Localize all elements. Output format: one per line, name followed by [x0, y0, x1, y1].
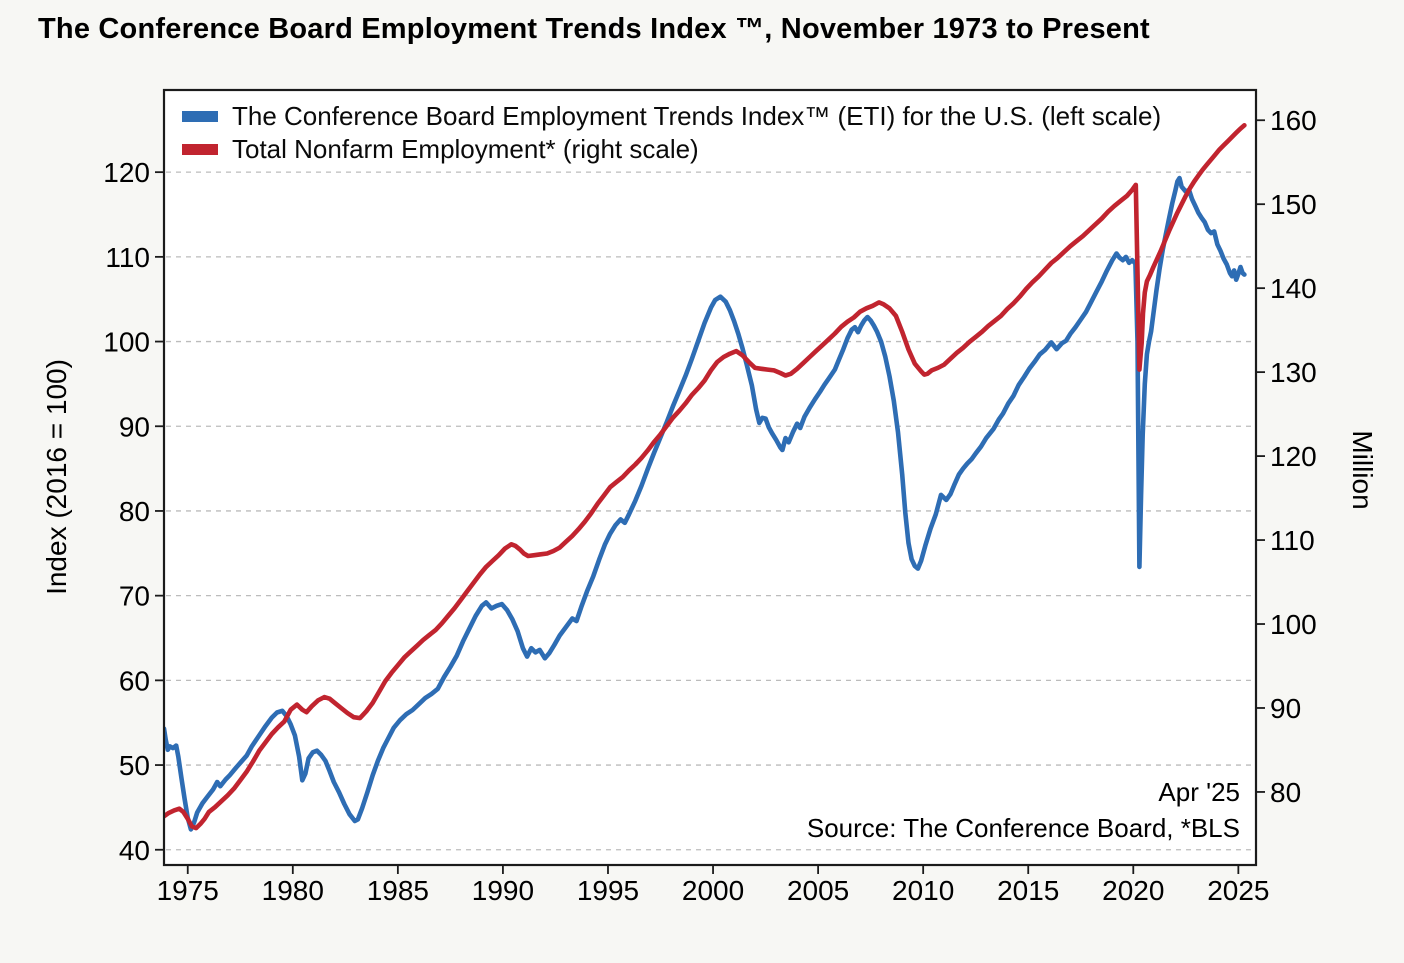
right-tick-label-130: 130	[1270, 357, 1317, 388]
right-tick-label-80: 80	[1270, 777, 1301, 808]
left-tick-label-120: 120	[103, 157, 150, 188]
right-tick-label-90: 90	[1270, 693, 1301, 724]
left-tick-label-80: 80	[119, 496, 150, 527]
nonfarm-line-series	[164, 123, 1247, 831]
page-title: The Conference Board Employment Trends I…	[38, 13, 1150, 45]
left-tick-label-50: 50	[119, 750, 150, 781]
left-tick-label-100: 100	[103, 327, 150, 358]
right-tick-label-150: 150	[1270, 189, 1317, 220]
horizontal-gridlines	[166, 171, 1254, 851]
eti-line-swatch	[182, 111, 218, 122]
nonfarm-line-swatch	[182, 144, 218, 155]
left-tick-label-90: 90	[119, 411, 150, 442]
right-tick-label-140: 140	[1270, 273, 1317, 304]
left-tick-label-60: 60	[119, 665, 150, 696]
source-annotation: Source: The Conference Board, *BLS	[806, 813, 1240, 843]
latest-point-annotation: Apr '25	[1158, 777, 1240, 807]
x-tick-label-2015: 2015	[997, 875, 1059, 906]
x-tick-label-1995: 1995	[577, 875, 639, 906]
data-series-group	[164, 123, 1247, 832]
legend-label-nonfarm: Total Nonfarm Employment* (right scale)	[232, 134, 699, 164]
right-axis-title: Million	[1347, 430, 1378, 510]
x-tick-label-2020: 2020	[1102, 875, 1164, 906]
axis-tick-marks	[155, 119, 1265, 874]
x-tick-label-1980: 1980	[262, 875, 324, 906]
legend-label-eti: The Conference Board Employment Trends I…	[232, 101, 1162, 131]
x-tick-label-2010: 2010	[892, 875, 954, 906]
left-tick-label-40: 40	[119, 835, 150, 866]
plot-area	[164, 90, 1256, 865]
x-tick-label-1990: 1990	[472, 875, 534, 906]
x-tick-label-2000: 2000	[682, 875, 744, 906]
left-tick-label-110: 110	[105, 242, 150, 273]
left-tick-label-70: 70	[119, 581, 150, 612]
legend-item-nonfarm: Total Nonfarm Employment* (right scale)	[182, 136, 1161, 163]
right-tick-label-100: 100	[1270, 609, 1317, 640]
axis-tick-labels: 40 50 60 70 80 90 100 110 120 80 90 100 110 120 130 140…	[103, 105, 1316, 906]
right-tick-label-120: 120	[1270, 441, 1317, 472]
x-tick-label-2005: 2005	[787, 875, 849, 906]
left-axis-title: Index (2016 = 100)	[41, 359, 72, 595]
right-tick-label-110: 110	[1270, 525, 1315, 556]
chart-legend: The Conference Board Employment Trends I…	[182, 103, 1161, 163]
right-tick-label-160: 160	[1270, 105, 1317, 136]
x-tick-label-1985: 1985	[367, 875, 429, 906]
x-tick-label-1975: 1975	[157, 875, 219, 906]
plot-border	[162, 88, 1258, 867]
legend-item-eti: The Conference Board Employment Trends I…	[182, 103, 1161, 130]
x-tick-label-2025: 2025	[1207, 875, 1269, 906]
